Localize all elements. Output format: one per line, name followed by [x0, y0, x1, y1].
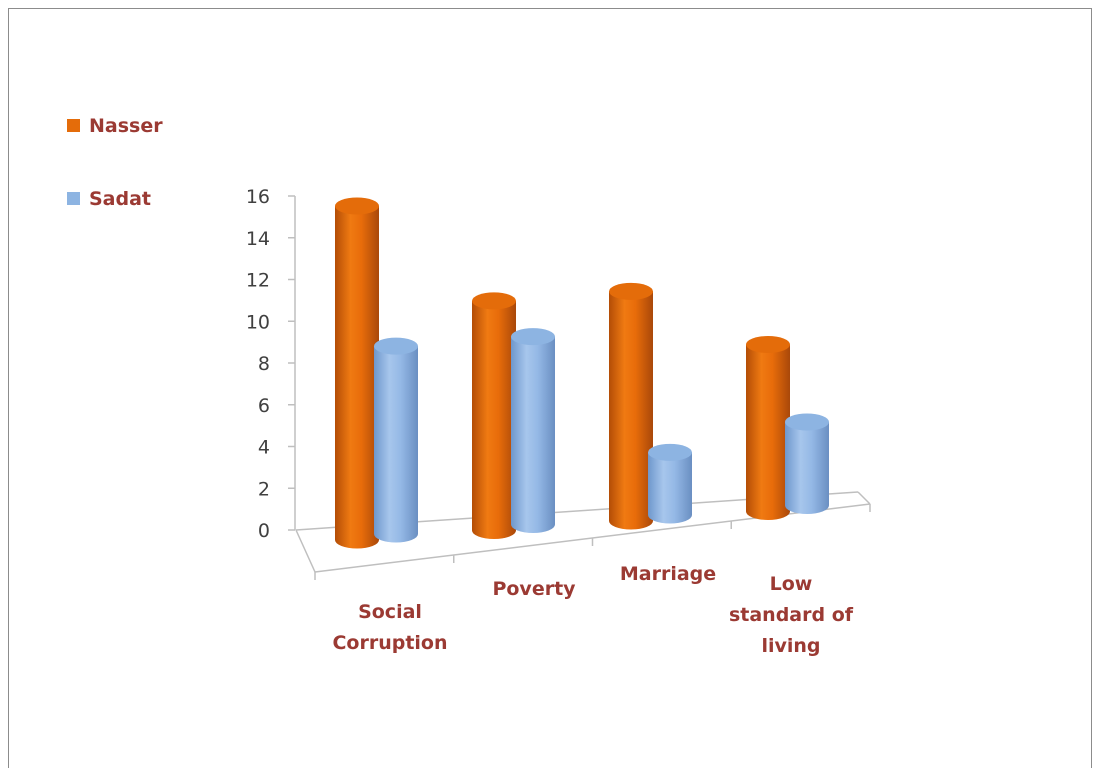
bar-top: [374, 337, 418, 355]
x-category-label: Poverty: [492, 578, 576, 600]
bar-top: [609, 282, 653, 300]
y-tick-label: 8: [258, 353, 270, 375]
labels: 0 2 4 6 8 10 12 14 16 Social Corruption Poverty Marr…: [246, 186, 854, 657]
x-category-label-line: Low: [770, 573, 813, 595]
legend-swatch: [67, 192, 80, 205]
bar-sadat: [785, 413, 829, 514]
bar-body: [746, 344, 790, 520]
x-category-label-line: living: [761, 635, 820, 657]
bar-nasser: [609, 282, 653, 530]
x-category-label: Low standard of living: [729, 573, 854, 657]
bar-body: [785, 422, 829, 514]
bar-nasser: [746, 336, 790, 520]
y-tick-label: 12: [246, 270, 270, 292]
y-tick-label: 2: [258, 478, 270, 500]
bar-body: [609, 291, 653, 530]
bar-nasser: [472, 292, 516, 539]
bar-body: [472, 300, 516, 539]
bar-sadat: [648, 443, 692, 524]
bar-body: [648, 452, 692, 524]
x-category-label: Marriage: [620, 563, 716, 585]
legend-label: Nasser: [89, 115, 163, 137]
bars: [335, 197, 829, 549]
bar-sadat: [374, 337, 418, 543]
bar-top: [648, 443, 692, 461]
bar-top: [785, 413, 829, 431]
y-tick-label: 4: [258, 437, 270, 459]
floor-right-edge: [857, 491, 871, 505]
bar-sadat: [511, 328, 555, 533]
y-tick-label: 16: [246, 186, 270, 208]
x-category-label-line: standard of: [729, 604, 854, 626]
y-tick-label: 6: [258, 395, 270, 417]
bar-top: [746, 336, 790, 353]
x-category-label-line: Social: [358, 601, 422, 623]
bar-body: [335, 206, 379, 549]
y-tick-label: 0: [258, 520, 270, 542]
floor-left-edge: [295, 529, 316, 573]
bar-body: [511, 336, 555, 533]
legend: Nasser Sadat: [67, 115, 163, 210]
bar-top: [511, 328, 555, 346]
x-category-label-line: Corruption: [332, 632, 447, 654]
bar-top: [472, 292, 516, 310]
legend-label: Sadat: [89, 188, 151, 210]
bar-top: [335, 197, 379, 215]
x-category-label-line: Marriage: [620, 563, 716, 585]
legend-swatch: [67, 119, 80, 132]
x-category-label-line: Poverty: [492, 578, 576, 600]
x-category-label: Social Corruption: [332, 601, 447, 654]
legend-item-sadat: Sadat: [67, 188, 151, 210]
bar-nasser: [335, 197, 379, 549]
bar-body: [374, 346, 418, 543]
y-tick-label: 10: [246, 311, 270, 333]
y-tick-label: 14: [246, 228, 270, 250]
legend-item-nasser: Nasser: [67, 115, 163, 137]
